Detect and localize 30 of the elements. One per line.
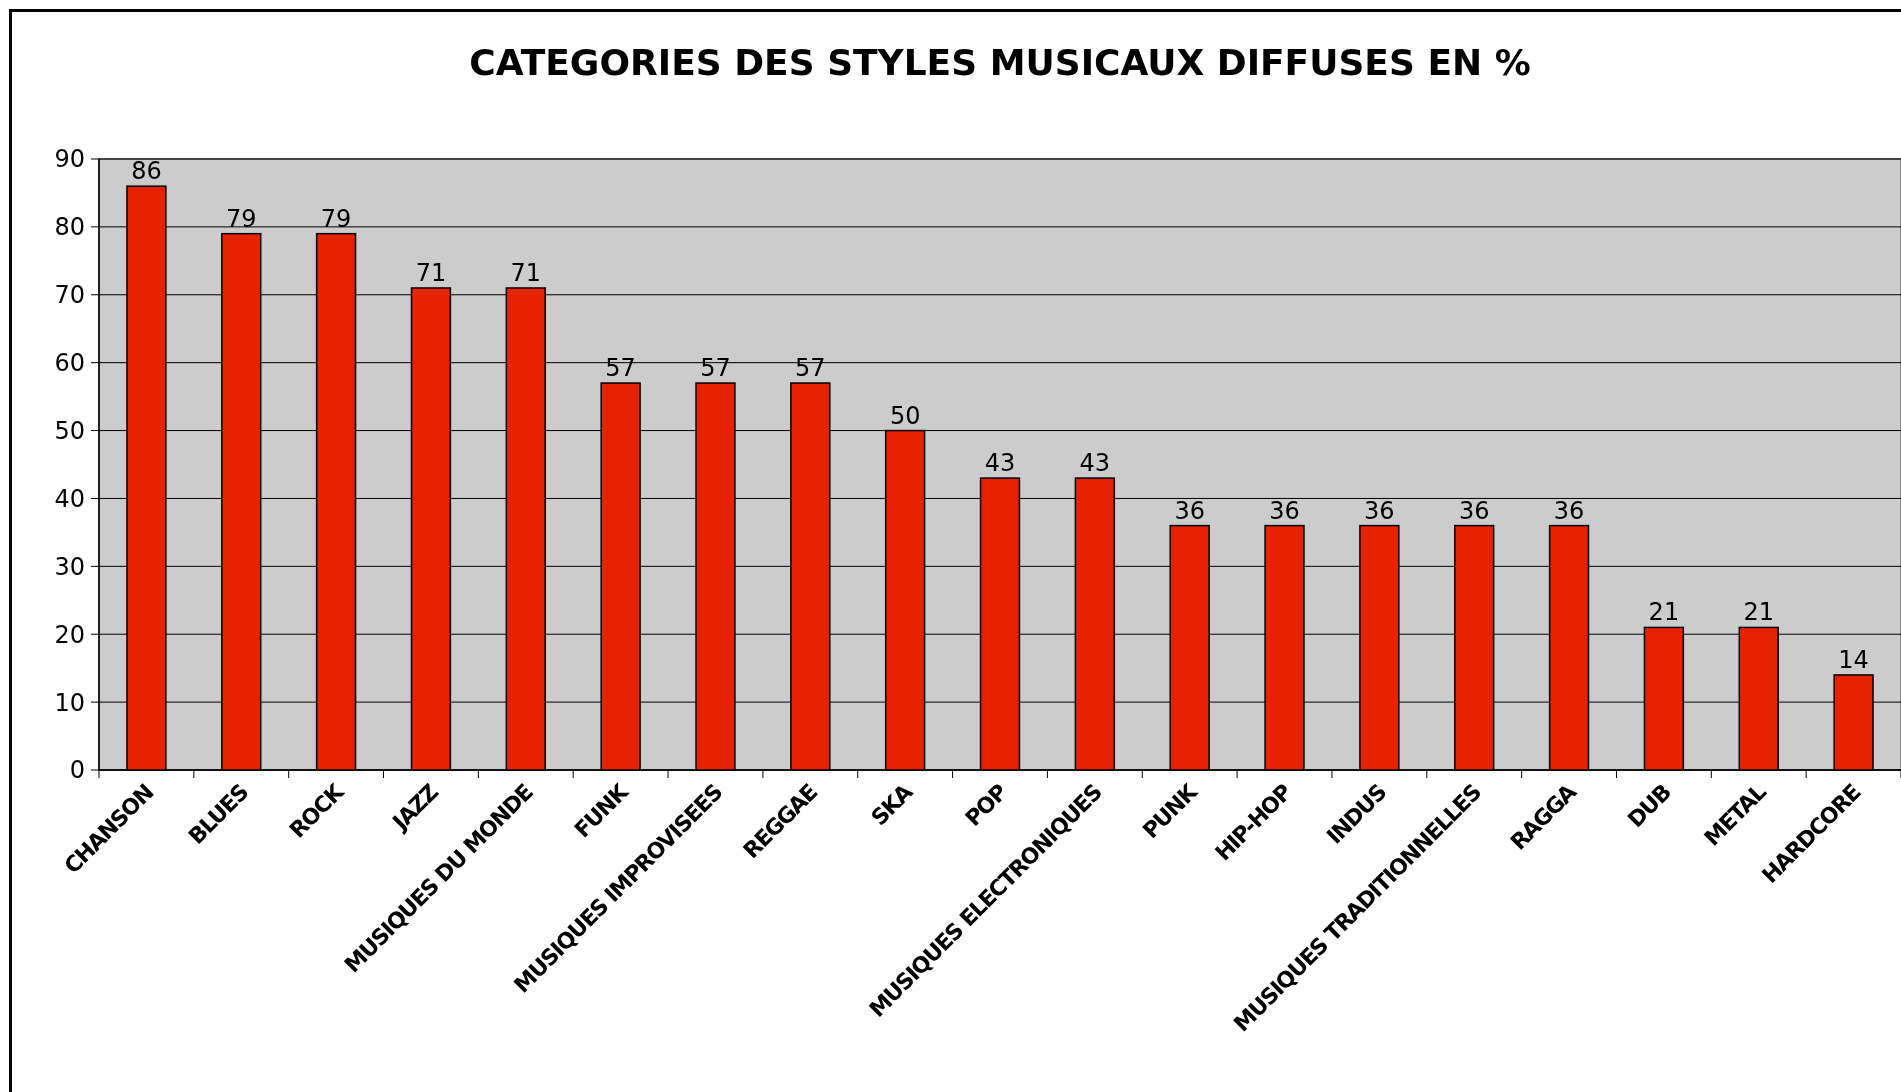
y-tick-label: 10 xyxy=(54,688,85,717)
data-label: 14 xyxy=(1838,645,1869,674)
data-label: 86 xyxy=(131,157,162,186)
data-label: 36 xyxy=(1174,496,1205,525)
data-label: 21 xyxy=(1743,598,1775,627)
data-label: 71 xyxy=(415,258,447,287)
chart-title: CATEGORIES DES STYLES MUSICAUX DIFFUSES EN % xyxy=(469,42,1531,83)
y-tick-label: 60 xyxy=(54,349,85,378)
data-label: 36 xyxy=(1553,496,1585,525)
y-tick-label: 50 xyxy=(54,416,85,445)
data-label: 36 xyxy=(1458,496,1490,525)
data-label: 79 xyxy=(225,204,257,233)
data-label: 36 xyxy=(1269,496,1300,525)
data-label: 57 xyxy=(700,354,731,383)
y-tick-label: 30 xyxy=(54,552,85,581)
data-label: 43 xyxy=(984,449,1016,478)
data-label: 50 xyxy=(889,401,921,430)
y-tick-label: 70 xyxy=(54,281,85,310)
data-label: 36 xyxy=(1364,496,1395,525)
y-tick-label: 0 xyxy=(69,756,85,785)
y-tick-label: 90 xyxy=(54,145,85,174)
data-label: 79 xyxy=(320,204,352,233)
data-label: 57 xyxy=(795,354,826,383)
y-tick-label: 20 xyxy=(54,620,85,649)
data-label: 71 xyxy=(510,258,542,287)
data-label: 21 xyxy=(1648,598,1680,627)
data-label: 43 xyxy=(1079,449,1111,478)
y-tick-label: 80 xyxy=(54,213,85,242)
y-tick-label: 40 xyxy=(54,484,85,513)
data-label: 57 xyxy=(605,354,636,383)
